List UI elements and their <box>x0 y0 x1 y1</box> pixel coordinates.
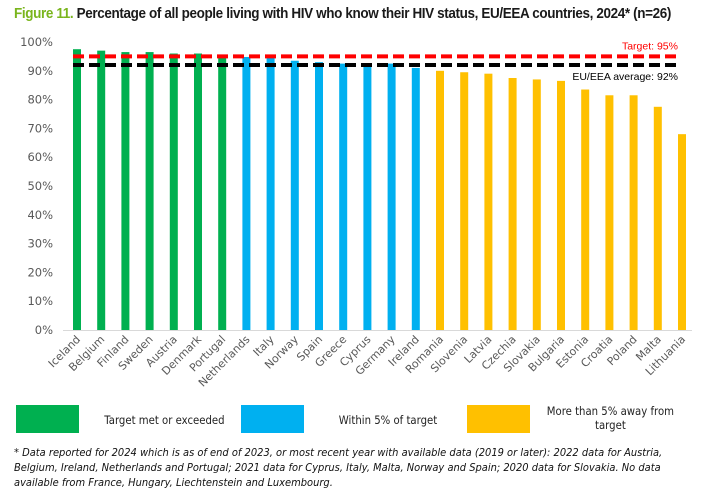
y-tick-label: 20% <box>27 265 53 279</box>
x-axis-labels: IcelandBelgiumFinlandSwedenAustriaDenmar… <box>46 332 688 389</box>
y-tick-label: 60% <box>27 150 53 164</box>
bar-ireland <box>411 67 420 331</box>
reference-lines: Target: 95% EU/EEA average: 92% <box>73 40 678 83</box>
y-tick-label: 0% <box>35 323 53 337</box>
target-line-label: Target: 95% <box>622 40 678 52</box>
bar-austria <box>169 53 178 331</box>
figure-title: Figure 11. Percentage of all people livi… <box>14 6 671 22</box>
bar-romania <box>436 70 444 331</box>
bar-portugal <box>218 54 227 331</box>
y-tick-label: 30% <box>27 237 53 251</box>
average-line-label: EU/EEA average: 92% <box>572 71 678 83</box>
y-tick-label: 70% <box>27 121 53 135</box>
bar-italy <box>266 56 275 330</box>
bar-sweden <box>145 52 154 331</box>
legend-label-target-met: Target met or exceeded <box>104 413 225 427</box>
bar-slovenia <box>460 72 469 331</box>
bar-bulgaria <box>557 80 565 330</box>
y-tick-label: 10% <box>27 294 53 308</box>
bar-malta <box>653 106 662 330</box>
bar-estonia <box>581 89 590 331</box>
bar-germany <box>387 63 396 330</box>
figure-label: Figure 11. <box>14 6 74 22</box>
bar-belgium <box>97 50 106 330</box>
bar-cyprus <box>363 63 372 330</box>
bar-iceland <box>73 49 81 330</box>
bar-finland <box>121 52 130 331</box>
bars <box>73 49 686 331</box>
legend-swatch-target-met <box>16 405 79 433</box>
y-tick-label: 80% <box>27 93 53 107</box>
bar-chart: 0% 10% 20% 30% 40% 50% 60% 70% 80% 90% 100% Target… <box>20 35 692 390</box>
y-axis: 0% 10% 20% 30% 40% 50% 60% 70% 80% 90% 100% <box>20 35 53 337</box>
bar-norway <box>290 60 299 330</box>
y-tick-label: 50% <box>27 179 53 193</box>
bar-poland <box>629 95 638 330</box>
footnote: * Data reported for 2024 which is as of … <box>14 446 663 489</box>
bar-latvia <box>484 73 493 331</box>
bar-spain <box>315 62 323 330</box>
y-tick-label: 90% <box>27 64 53 78</box>
legend-label-within: Within 5% of target <box>338 413 438 427</box>
bar-lithuania <box>678 134 686 330</box>
bar-slovakia <box>532 79 541 330</box>
y-tick-label: 40% <box>27 208 53 222</box>
bar-netherlands <box>242 56 251 330</box>
legend-swatch-within <box>241 405 304 433</box>
legend-label-away: More than 5% away from target <box>546 404 675 432</box>
legend-swatch-away <box>467 405 530 433</box>
figure-title-text: Percentage of all people living with HIV… <box>73 6 672 22</box>
bar-greece <box>339 63 348 330</box>
y-tick-label: 100% <box>20 35 53 49</box>
bar-denmark <box>194 53 202 331</box>
bar-croatia <box>605 95 614 330</box>
bar-czechia <box>508 78 517 330</box>
